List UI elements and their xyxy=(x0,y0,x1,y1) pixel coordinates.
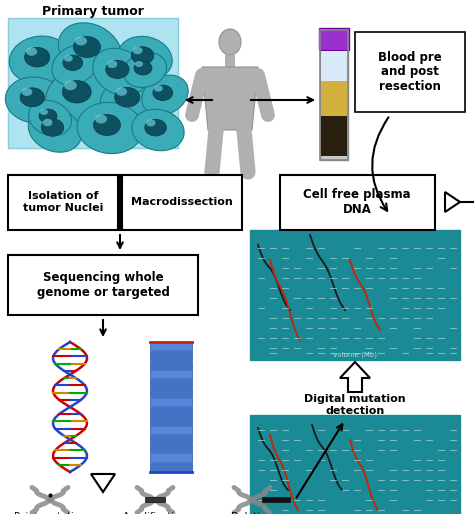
Polygon shape xyxy=(445,192,460,212)
Ellipse shape xyxy=(134,61,152,75)
Ellipse shape xyxy=(21,88,32,96)
Bar xyxy=(150,361,192,369)
Text: volume (Mb): volume (Mb) xyxy=(333,352,377,358)
Ellipse shape xyxy=(26,47,37,56)
Ellipse shape xyxy=(142,75,188,115)
Text: Macrodissection: Macrodissection xyxy=(131,197,233,207)
Bar xyxy=(8,18,178,148)
Ellipse shape xyxy=(154,85,163,91)
Ellipse shape xyxy=(64,55,73,62)
Text: Sequencing whole
genome or targeted: Sequencing whole genome or targeted xyxy=(36,271,169,299)
Ellipse shape xyxy=(75,36,87,46)
Bar xyxy=(8,255,198,315)
Bar xyxy=(150,426,192,434)
Ellipse shape xyxy=(106,60,129,79)
Ellipse shape xyxy=(28,100,72,136)
Bar xyxy=(355,32,465,112)
Ellipse shape xyxy=(118,36,172,80)
Ellipse shape xyxy=(20,88,45,107)
Text: Deletion: Deletion xyxy=(231,512,273,514)
Ellipse shape xyxy=(5,77,64,123)
Bar xyxy=(150,407,192,415)
Ellipse shape xyxy=(93,115,120,136)
Bar xyxy=(320,30,348,160)
Ellipse shape xyxy=(63,81,91,103)
Polygon shape xyxy=(91,474,115,492)
Ellipse shape xyxy=(116,87,127,96)
Bar xyxy=(150,398,192,406)
Ellipse shape xyxy=(100,75,160,125)
Bar xyxy=(150,389,192,397)
Ellipse shape xyxy=(77,102,143,154)
Text: Digital mutation
detection: Digital mutation detection xyxy=(304,394,406,416)
Ellipse shape xyxy=(132,109,184,151)
Bar xyxy=(250,415,460,514)
Ellipse shape xyxy=(64,81,77,90)
Ellipse shape xyxy=(107,60,118,68)
Ellipse shape xyxy=(153,85,173,101)
Ellipse shape xyxy=(133,47,143,54)
Bar xyxy=(150,444,192,452)
Ellipse shape xyxy=(115,87,140,107)
Ellipse shape xyxy=(46,67,114,123)
Ellipse shape xyxy=(39,109,57,123)
Bar xyxy=(150,463,192,471)
Bar xyxy=(321,81,347,116)
Polygon shape xyxy=(340,362,370,392)
Bar xyxy=(150,435,192,443)
Ellipse shape xyxy=(123,52,166,87)
Ellipse shape xyxy=(9,36,71,84)
Bar xyxy=(122,175,242,230)
Bar xyxy=(8,175,118,230)
Ellipse shape xyxy=(135,61,143,67)
Text: Cell free plasma
DNA: Cell free plasma DNA xyxy=(303,188,411,216)
Bar xyxy=(150,416,192,425)
Text: Point mutation: Point mutation xyxy=(14,512,86,514)
Bar xyxy=(321,116,347,156)
Ellipse shape xyxy=(43,119,53,126)
Bar xyxy=(145,497,165,502)
Bar xyxy=(320,30,348,160)
Ellipse shape xyxy=(52,45,98,85)
Bar xyxy=(250,230,460,360)
Ellipse shape xyxy=(131,47,154,64)
Text: Isolation of
tumor Nuclei: Isolation of tumor Nuclei xyxy=(23,191,103,213)
Text: Blood pre
and post
resection: Blood pre and post resection xyxy=(378,50,442,94)
Bar xyxy=(225,55,235,67)
Bar xyxy=(150,370,192,378)
Ellipse shape xyxy=(28,108,82,152)
Ellipse shape xyxy=(73,36,100,58)
Ellipse shape xyxy=(41,119,64,136)
Ellipse shape xyxy=(95,115,107,123)
Bar xyxy=(150,379,192,388)
Ellipse shape xyxy=(219,29,241,55)
Ellipse shape xyxy=(58,23,122,77)
Text: Primary tumor: Primary tumor xyxy=(42,6,144,19)
Bar xyxy=(262,497,290,502)
Ellipse shape xyxy=(25,47,50,67)
Bar xyxy=(321,51,347,81)
Ellipse shape xyxy=(146,119,155,126)
FancyArrowPatch shape xyxy=(372,117,388,211)
Polygon shape xyxy=(202,67,258,130)
Ellipse shape xyxy=(93,48,147,96)
Text: Amplification: Amplification xyxy=(123,512,187,514)
Ellipse shape xyxy=(63,55,82,70)
Bar xyxy=(319,28,349,50)
Ellipse shape xyxy=(40,109,48,115)
Ellipse shape xyxy=(145,119,166,136)
Bar xyxy=(150,342,192,350)
Bar xyxy=(150,453,192,462)
Bar xyxy=(150,351,192,360)
Bar xyxy=(280,175,435,230)
